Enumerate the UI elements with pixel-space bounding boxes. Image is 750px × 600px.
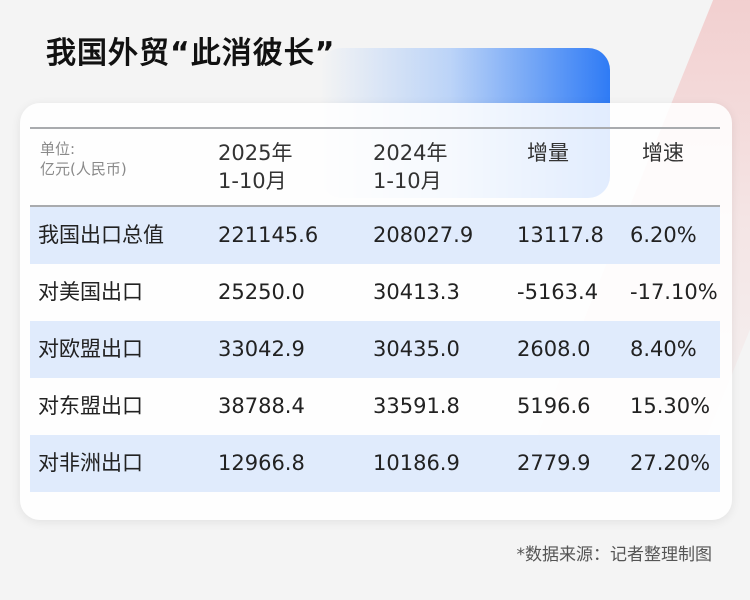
- table-cell: 27.20%: [630, 451, 711, 475]
- table-cell: 13117.8: [517, 223, 604, 247]
- table-row: 对欧盟出口 33042.9 30435.0 2608.0 8.40%: [30, 321, 720, 378]
- unit-line-2: 亿元(人民币): [40, 160, 127, 178]
- column-header-line: 1-10月: [218, 169, 287, 193]
- table-row: 对美国出口 25250.0 30413.3 -5163.4 -17.10%: [30, 264, 720, 321]
- row-label: 对美国出口: [38, 280, 143, 304]
- column-header-2024: 2024年 1-10月: [373, 139, 447, 195]
- unit-label: 单位: 亿元(人民币): [40, 139, 127, 179]
- table-cell: 208027.9: [373, 223, 474, 247]
- table-cell: 2608.0: [517, 337, 591, 361]
- table-body: 我国出口总值 221145.6 208027.9 13117.8 6.20% 对美国出口 2…: [30, 207, 720, 492]
- row-label: 对非洲出口: [38, 451, 143, 475]
- table-cell: -5163.4: [517, 280, 599, 304]
- table-cell: 33591.8: [373, 394, 460, 418]
- column-header-line: 2025年: [218, 141, 293, 165]
- table-cell: 6.20%: [630, 223, 697, 247]
- table-row: 对非洲出口 12966.8 10186.9 2779.9 27.20%: [30, 435, 720, 492]
- column-header-line: 1-10月: [373, 169, 442, 193]
- table-cell: -17.10%: [630, 280, 718, 304]
- table-cell: 12966.8: [218, 451, 305, 475]
- column-header-2025: 2025年 1-10月: [218, 139, 292, 195]
- table-header: 单位: 亿元(人民币) 2025年 1-10月 2024年 1-10月 增量 增…: [30, 127, 720, 207]
- table-cell: 8.40%: [630, 337, 697, 361]
- page-title: 我国外贸“此消彼长”: [46, 36, 336, 71]
- table-cell: 38788.4: [218, 394, 305, 418]
- column-header-growth: 增速: [642, 141, 684, 165]
- data-table: 单位: 亿元(人民币) 2025年 1-10月 2024年 1-10月 增量 增…: [30, 127, 720, 492]
- row-label: 我国出口总值: [38, 223, 164, 247]
- unit-line-1: 单位:: [40, 140, 76, 158]
- table-cell: 2779.9: [517, 451, 591, 475]
- table-cell: 221145.6: [218, 223, 319, 247]
- source-note: *数据来源：记者整理制图: [516, 545, 713, 565]
- table-cell: 10186.9: [373, 451, 460, 475]
- column-header-line: 2024年: [373, 141, 448, 165]
- table-cell: 25250.0: [218, 280, 305, 304]
- table-row: 我国出口总值 221145.6 208027.9 13117.8 6.20%: [30, 207, 720, 264]
- table-cell: 30435.0: [373, 337, 460, 361]
- column-header-increase: 增量: [527, 141, 569, 165]
- row-label: 对东盟出口: [38, 394, 143, 418]
- table-cell: 33042.9: [218, 337, 305, 361]
- table-cell: 30413.3: [373, 280, 460, 304]
- table-cell: 5196.6: [517, 394, 591, 418]
- table-cell: 15.30%: [630, 394, 711, 418]
- row-label: 对欧盟出口: [38, 337, 143, 361]
- table-row: 对东盟出口 38788.4 33591.8 5196.6 15.30%: [30, 378, 720, 435]
